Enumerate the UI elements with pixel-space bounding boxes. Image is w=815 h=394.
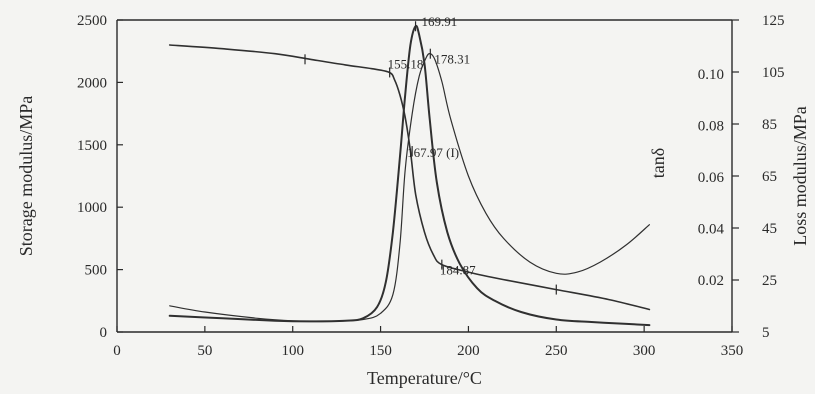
x-tick-label: 350 <box>721 343 744 359</box>
right-y-tick-label: 25 <box>762 273 777 289</box>
x-tick-label: 300 <box>633 343 656 359</box>
x-tick-label: 100 <box>281 343 304 359</box>
annotation-label: 155.18 <box>388 56 424 71</box>
right-y-tick-label: 5 <box>762 325 770 341</box>
tand-tick-label: 0.08 <box>698 119 724 135</box>
right-y-tick-label: 85 <box>762 117 777 133</box>
right-y-tick-label: 65 <box>762 169 777 185</box>
tand-tick-label: 0.10 <box>698 67 724 83</box>
annotation-label: 178.31 <box>434 52 470 67</box>
x-tick-label: 250 <box>545 343 568 359</box>
tand-axis-title: tanδ <box>648 148 668 178</box>
right-y-tick-label: 105 <box>762 65 785 81</box>
axes-layer <box>117 20 739 332</box>
annotation-label: 184.87 <box>440 263 476 278</box>
right-y-tick-label: 45 <box>762 221 777 237</box>
series-line-1 <box>170 45 650 310</box>
tand-tick-label: 0.02 <box>698 273 724 289</box>
tand-tick-label: 0.06 <box>698 170 725 186</box>
right-axis-title: Loss modulus/MPa <box>790 106 810 246</box>
left-axis-title: Storage modulus/MPa <box>16 96 36 257</box>
x-tick-label: 0 <box>113 343 121 359</box>
x-tick-label: 150 <box>369 343 392 359</box>
x-tick-label: 200 <box>457 343 480 359</box>
left-y-tick-label: 1000 <box>77 200 107 216</box>
x-tick-label: 50 <box>197 343 212 359</box>
left-y-tick-label: 2000 <box>77 75 107 91</box>
annotation-label: 169.91 <box>422 14 458 29</box>
tand-tick-label: 0.04 <box>698 222 725 238</box>
annotation-label: 167.97 (I) <box>407 145 459 160</box>
left-y-tick-label: 0 <box>100 325 108 341</box>
right-y-tick-label: 125 <box>762 13 785 29</box>
series-line-3 <box>170 54 650 322</box>
left-y-tick-label: 2500 <box>77 13 107 29</box>
left-y-tick-label: 500 <box>85 263 108 279</box>
x-axis-title: Temperature/°C <box>367 368 482 388</box>
left-y-tick-label: 1500 <box>77 138 107 154</box>
